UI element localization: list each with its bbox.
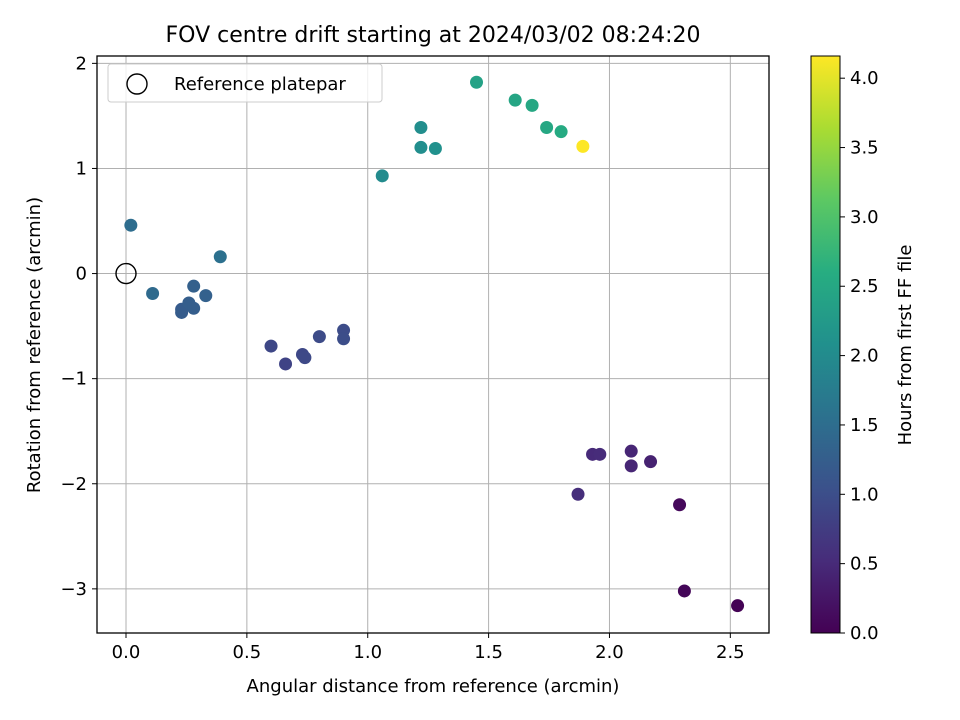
data-point xyxy=(279,357,293,371)
y-tick-label: −3 xyxy=(60,579,87,600)
x-tick-label: 2.0 xyxy=(595,642,624,663)
data-point xyxy=(414,140,428,154)
x-axis-label: Angular distance from reference (arcmin) xyxy=(247,676,620,697)
colorbar-tick-label: 4.0 xyxy=(850,68,879,89)
x-axis-ticks: 0.0 0.5 1.0 1.5 2.0 2.5 xyxy=(112,633,745,663)
x-tick-label: 0.0 xyxy=(112,642,141,663)
data-point xyxy=(213,250,227,264)
data-point xyxy=(624,459,638,473)
data-points xyxy=(115,75,745,613)
x-tick-label: 2.5 xyxy=(716,642,745,663)
data-point xyxy=(124,218,138,232)
colorbar-tick-label: 0.5 xyxy=(850,554,879,575)
data-point xyxy=(298,351,312,365)
y-tick-label: −1 xyxy=(60,369,87,390)
y-tick-label: 0 xyxy=(76,264,87,285)
data-point xyxy=(428,141,442,155)
colorbar-ticks: 0.0 0.5 1.0 1.5 2.0 2.5 3.0 3.5 4.0 xyxy=(840,68,879,644)
data-point xyxy=(525,98,539,112)
y-tick-label: 2 xyxy=(76,53,87,74)
colorbar: 0.0 0.5 1.0 1.5 2.0 2.5 3.0 3.5 4.0 Hours from f… xyxy=(810,55,916,644)
legend-reference-label: Reference platepar xyxy=(174,74,346,95)
y-tick-label: −2 xyxy=(60,474,87,495)
data-point xyxy=(554,125,568,139)
x-tick-label: 1.0 xyxy=(353,642,382,663)
data-point xyxy=(337,332,351,346)
data-point xyxy=(571,487,585,501)
legend: Reference platepar xyxy=(107,63,383,103)
data-point xyxy=(677,584,691,598)
data-point xyxy=(731,599,745,613)
colorbar-tick-label: 1.0 xyxy=(850,484,879,505)
data-point xyxy=(593,447,607,461)
data-point xyxy=(576,139,590,153)
plot-frame xyxy=(96,55,770,634)
y-axis-ticks: −3 −2 −1 0 1 2 xyxy=(60,53,97,600)
x-tick-label: 0.5 xyxy=(233,642,262,663)
data-point xyxy=(673,498,687,512)
colorbar-gradient xyxy=(810,55,841,634)
reference-platepar-marker xyxy=(115,262,137,285)
colorbar-tick-label: 3.5 xyxy=(850,138,879,159)
data-point xyxy=(375,169,389,183)
legend-box xyxy=(107,63,383,103)
legend-reference-marker xyxy=(126,73,148,95)
data-point xyxy=(312,330,326,344)
colorbar-tick-label: 2.0 xyxy=(850,346,879,367)
data-point xyxy=(264,339,278,353)
y-axis-label: Rotation from reference (arcmin) xyxy=(24,197,45,493)
data-point xyxy=(187,301,201,315)
data-point xyxy=(187,279,201,293)
colorbar-label: Hours from first FF file xyxy=(895,245,916,446)
colorbar-tick-label: 0.0 xyxy=(850,623,879,644)
data-point xyxy=(540,120,554,134)
colorbar-tick-label: 2.5 xyxy=(850,276,879,297)
data-point xyxy=(414,120,428,134)
data-point xyxy=(146,287,160,301)
data-point xyxy=(199,289,213,303)
data-point xyxy=(644,455,658,469)
colorbar-tick-label: 3.0 xyxy=(850,207,879,228)
colorbar-tick-label: 1.5 xyxy=(850,415,879,436)
data-point xyxy=(624,444,638,458)
x-tick-label: 1.5 xyxy=(474,642,503,663)
data-point xyxy=(508,93,522,107)
data-point xyxy=(470,75,484,89)
data-point xyxy=(175,305,189,319)
y-tick-label: 1 xyxy=(76,158,87,179)
chart-title: FOV centre drift starting at 2024/03/02 … xyxy=(166,23,701,48)
grid xyxy=(97,56,769,633)
